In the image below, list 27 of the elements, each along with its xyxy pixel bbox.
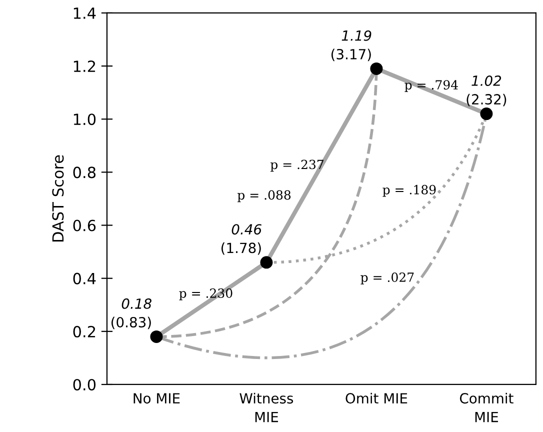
annotation: 0.18	[122, 298, 152, 309]
y-tick-label: 0.8	[73, 166, 96, 178]
annotation: p = .027	[360, 272, 414, 284]
annotation: p = .794	[404, 80, 458, 92]
annotation: p = .230	[179, 288, 232, 300]
annotation: 0.46	[232, 224, 262, 235]
annotation: (2.32)	[466, 94, 506, 106]
annotation: p = .189	[382, 184, 436, 197]
x-tick-label: No MIE	[134, 393, 180, 404]
annotation: p = .088	[237, 190, 291, 202]
y-tick-label: 0.4	[73, 272, 96, 284]
annotation: 1.02	[472, 75, 502, 86]
y-tick-label: 1.0	[74, 114, 96, 126]
y-tick-label: 0.0	[73, 378, 96, 390]
annotation: p = .237	[270, 160, 324, 172]
y-axis-title: DAST Score	[52, 155, 64, 242]
annotation: (3.17)	[331, 48, 371, 62]
annotation: (1.78)	[221, 242, 261, 255]
y-tick-label: 0.2	[73, 326, 96, 338]
annotation: 1.19	[342, 30, 372, 41]
y-tick-label: 1.4	[74, 8, 96, 19]
annotation: (0.83)	[112, 316, 151, 330]
y-tick-label: 0.6	[73, 220, 96, 232]
x-tick-label: Omit MIE	[346, 392, 408, 404]
x-tick-label: Commit MIE	[460, 392, 514, 422]
y-tick-label: 1.2	[74, 60, 96, 72]
x-tick-label: Witness MIE	[240, 392, 294, 422]
